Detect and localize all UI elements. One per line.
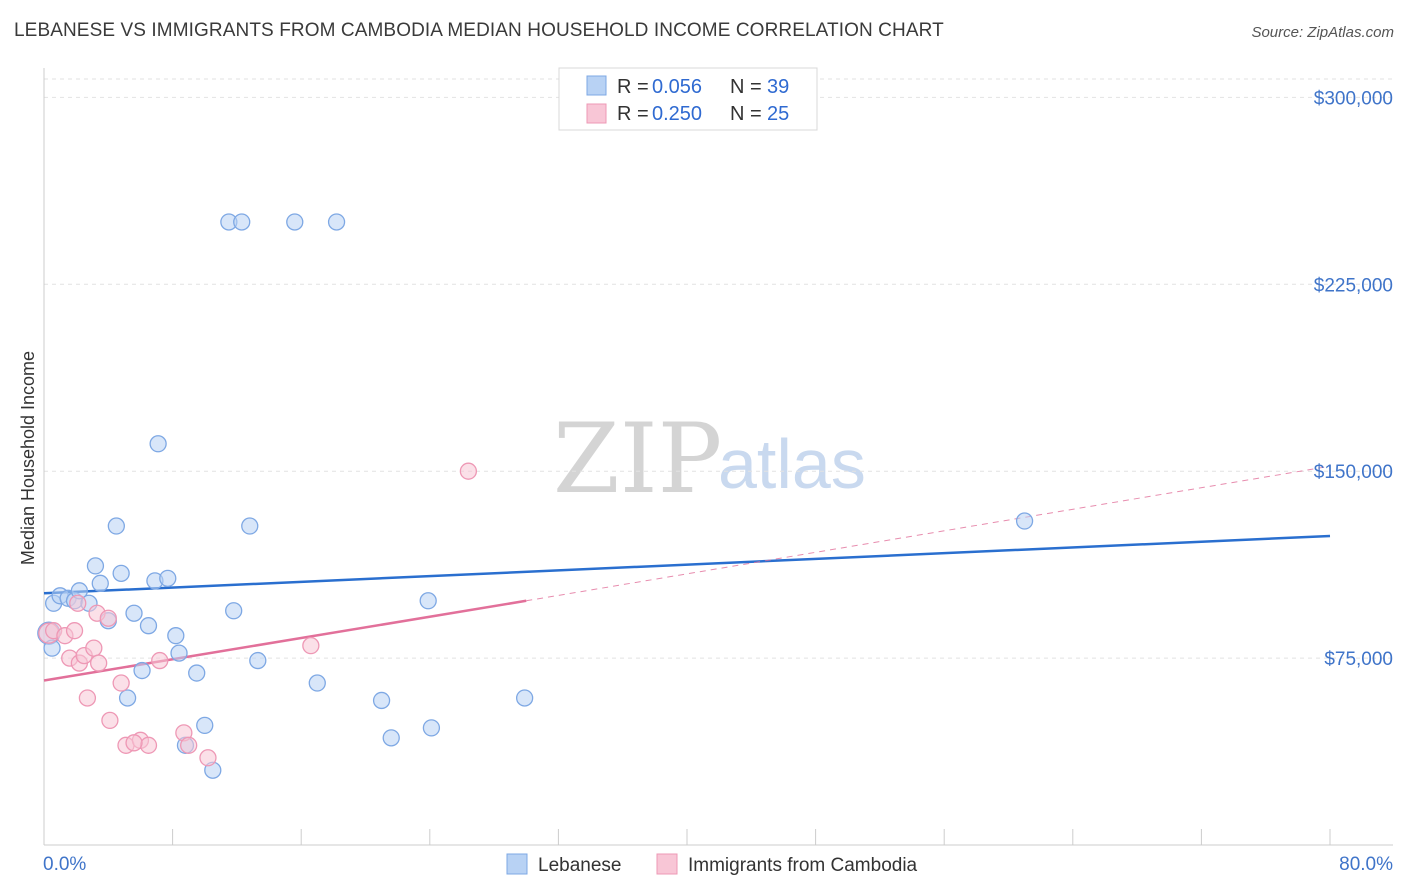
point-cambodia-21	[199, 749, 217, 767]
grid-lines	[44, 78, 1393, 659]
y-tick-label-2: $225,000	[1314, 275, 1393, 296]
legend-r-value-cambodia: 0.250	[652, 103, 702, 125]
x-tick-label-min: 0.0%	[43, 854, 86, 875]
bottom-legend-label-cambodia: Immigrants from Cambodia	[688, 855, 918, 876]
bottom-legend-swatch-lebanese	[506, 853, 528, 875]
legend-swatch-cambodia	[586, 103, 607, 124]
legend-r-value-lebanese: 0.056	[652, 76, 702, 98]
y-axis-label: Median Household Income	[18, 351, 38, 565]
trend-line-cambodia-extension	[526, 465, 1331, 602]
axes	[43, 68, 1393, 846]
point-lebanese-8	[86, 557, 105, 575]
point-lebanese-16	[139, 617, 158, 635]
point-lebanese-38	[515, 689, 534, 707]
legend-r-label-lebanese: R =	[617, 76, 649, 98]
point-lebanese-21	[170, 644, 188, 662]
watermark-zip: ZIP	[553, 403, 722, 515]
chart-title: LEBANESE VS IMMIGRANTS FROM CAMBODIA MED…	[14, 20, 944, 41]
point-lebanese-37	[422, 719, 441, 737]
point-lebanese-20	[167, 627, 185, 645]
point-lebanese-32	[308, 674, 326, 692]
point-cambodia-8	[78, 689, 97, 707]
legend-swatch-lebanese	[586, 75, 607, 96]
y-tick-labels: $75,000 $150,000 $225,000 $300,000	[1314, 88, 1393, 670]
point-lebanese-35	[382, 729, 400, 747]
point-lebanese-36	[419, 592, 437, 610]
point-lebanese-12	[112, 564, 130, 583]
watermark-atlas: atlas	[718, 425, 866, 503]
point-lebanese-18	[149, 435, 167, 453]
point-cambodia-24	[125, 734, 143, 752]
bottom-legend-label-lebanese: Lebanese	[538, 855, 621, 876]
correlation-legend: R = 0.056 N = 39 R = 0.250 N = 25	[558, 67, 818, 131]
point-cambodia-22	[302, 636, 320, 655]
point-lebanese-39	[1015, 512, 1034, 530]
trend-line-lebanese	[43, 534, 1331, 595]
y-tick-label-3: $300,000	[1314, 88, 1393, 109]
y-tick-label-1: $150,000	[1314, 462, 1393, 483]
point-lebanese-28	[233, 213, 251, 231]
point-cambodia-4	[65, 622, 84, 640]
point-lebanese-14	[125, 604, 143, 622]
point-cambodia-11	[90, 654, 108, 672]
trend-line-cambodia	[43, 599, 527, 682]
point-cambodia-18	[151, 651, 169, 670]
point-lebanese-9	[91, 574, 109, 592]
point-lebanese-11	[107, 517, 125, 535]
trend-lines	[43, 465, 1331, 682]
y-tick-label-0: $75,000	[1324, 649, 1393, 670]
point-cambodia-9	[85, 639, 103, 657]
point-cambodia-23	[459, 462, 478, 480]
point-cambodia-20	[180, 736, 198, 754]
point-lebanese-30	[249, 651, 267, 670]
data-points	[37, 213, 1034, 779]
bottom-legend-swatch-cambodia	[656, 853, 678, 875]
point-cambodia-12	[99, 609, 117, 627]
point-lebanese-13	[118, 689, 137, 707]
point-cambodia-17	[139, 736, 158, 754]
source-credit: Source: ZipAtlas.com	[1251, 24, 1394, 41]
legend-r-label-cambodia: R =	[617, 103, 649, 125]
x-tick-label-max: 80.0%	[1339, 854, 1393, 875]
point-lebanese-29	[241, 517, 259, 535]
point-cambodia-5	[69, 594, 87, 612]
legend-n-value-cambodia: 25	[767, 103, 789, 125]
legend-n-label-lebanese: N =	[730, 76, 762, 98]
legend-n-value-lebanese: 39	[767, 76, 789, 98]
point-lebanese-19	[159, 569, 177, 587]
point-lebanese-15	[133, 661, 151, 680]
point-lebanese-27	[225, 602, 243, 620]
point-cambodia-13	[101, 711, 119, 730]
series-legend: Lebanese Immigrants from Cambodia	[506, 853, 918, 876]
point-cambodia-14	[112, 674, 130, 692]
point-lebanese-24	[196, 716, 214, 735]
point-lebanese-34	[372, 691, 391, 710]
point-lebanese-31	[286, 213, 304, 231]
point-lebanese-23	[188, 664, 206, 682]
point-lebanese-33	[327, 213, 346, 231]
legend-n-label-cambodia: N =	[730, 103, 762, 125]
